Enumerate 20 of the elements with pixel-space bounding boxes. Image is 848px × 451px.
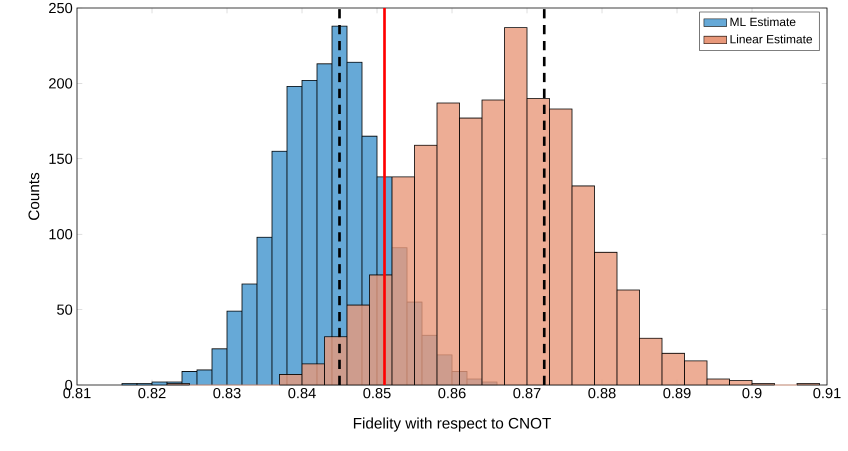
x-tick-label: 0.9 — [742, 388, 762, 398]
x-tick-label: 0.89 — [663, 388, 691, 398]
legend-label: Linear Estimate — [730, 34, 812, 44]
x-tick-label: 0.82 — [138, 388, 166, 398]
y-tick-label: 150 — [49, 154, 72, 164]
x-tick-label: 0.83 — [213, 388, 241, 398]
x-tick-label: 0.91 — [813, 388, 841, 398]
y-tick-label: 100 — [49, 229, 72, 240]
x-tick-label: 0.87 — [513, 388, 540, 398]
x-tick-label: 0.85 — [363, 388, 391, 398]
x-axis-title: Fidelity with respect to CNOT — [354, 417, 551, 432]
x-tick-label: 0.81 — [63, 388, 91, 398]
y-tick-label: 250 — [49, 2, 72, 14]
y-tick-label: 50 — [57, 304, 72, 315]
x-tick-label: 0.84 — [288, 388, 316, 398]
y-axis-title: Counts — [28, 172, 40, 220]
x-tick-label: 0.86 — [438, 388, 466, 398]
legend-label: ML Estimate — [730, 17, 796, 26]
y-tick-label: 200 — [49, 78, 72, 89]
x-tick-label: 0.88 — [588, 388, 616, 398]
